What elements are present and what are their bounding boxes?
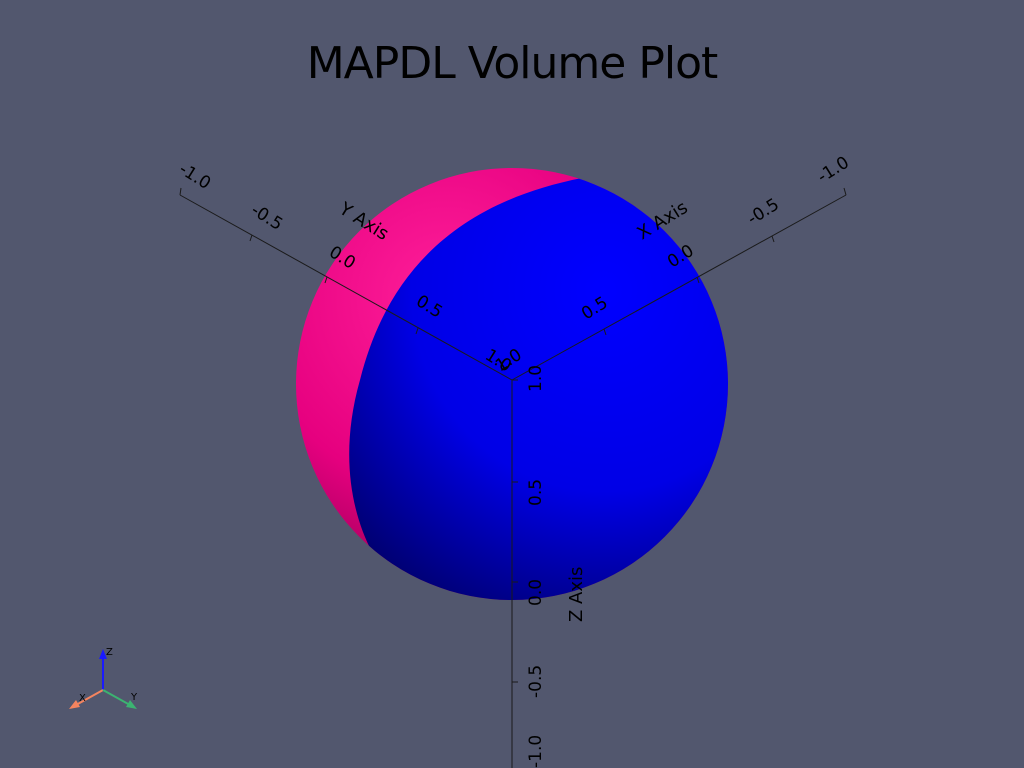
x-axis-tick — [696, 276, 700, 284]
z-tick-label: 0.5 — [526, 479, 546, 506]
y-axis-tick — [415, 327, 419, 335]
triad-y-head — [126, 700, 137, 709]
x-axis-tick — [843, 187, 847, 196]
x-axis-tick — [771, 235, 775, 243]
triad-x-label: X — [79, 693, 86, 704]
triad-y-arrow — [102, 689, 131, 706]
volume-blue[interactable] — [349, 170, 760, 600]
z-axis-title: Z Axis — [566, 567, 587, 622]
z-tick-label: 0.0 — [526, 579, 546, 606]
y-axis-tick — [249, 234, 253, 242]
triad-y-label: Y — [130, 692, 138, 703]
triad-x-head — [69, 700, 80, 709]
z-tick-label: 1.0 — [526, 365, 546, 392]
triad-z-head — [99, 649, 107, 659]
x-axis-line — [511, 194, 847, 381]
triad-z-label: Z — [106, 647, 113, 658]
y-tick-label: -0.5 — [247, 200, 286, 235]
y-axis-tick — [179, 187, 182, 196]
z-tick-label: -1.0 — [526, 735, 546, 768]
x-tick-label: -1.0 — [814, 153, 853, 188]
orientation-widget[interactable]: Z X Y — [69, 647, 138, 709]
z-axis: 1.0 0.5 0.0 -0.5 -1.0 Z Axis — [511, 365, 587, 768]
x-axis-tick — [603, 328, 607, 336]
plot-title: MAPDL Volume Plot — [306, 38, 719, 89]
z-tick-label: -0.5 — [526, 665, 546, 698]
y-axis-line — [179, 194, 513, 381]
triad-x-arrow — [75, 689, 104, 706]
x-tick-label: -0.5 — [744, 195, 783, 230]
y-axis-tick — [324, 276, 328, 284]
